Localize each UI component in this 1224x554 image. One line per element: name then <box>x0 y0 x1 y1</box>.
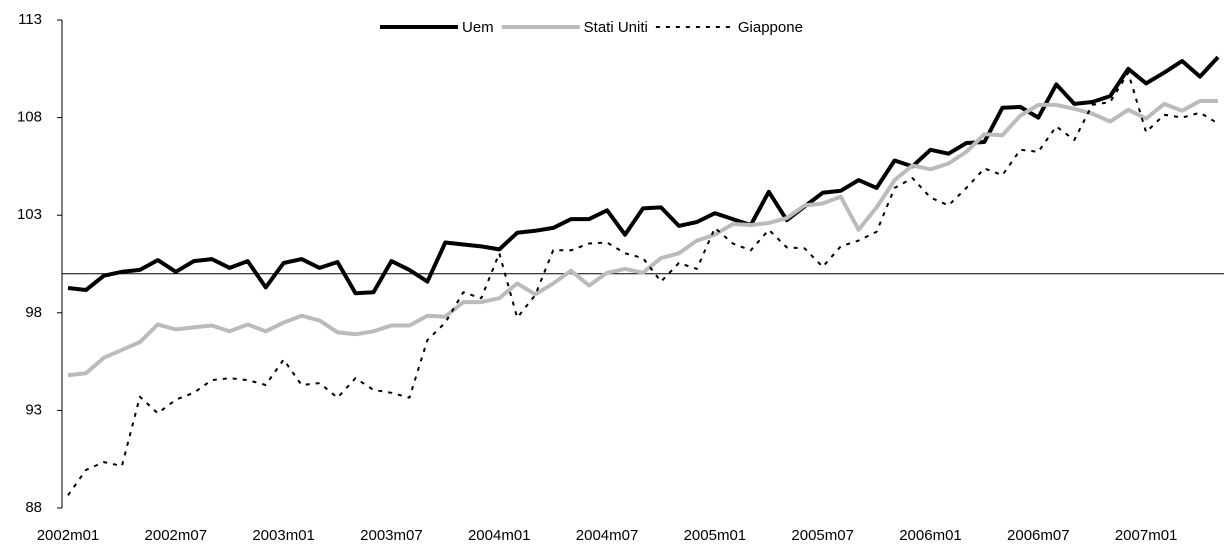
x-tick-label: 2002m01 <box>37 527 100 544</box>
y-tick-label: 108 <box>17 109 42 126</box>
legend-label: Giappone <box>738 19 803 36</box>
x-tick-label: 2005m01 <box>684 527 747 544</box>
y-tick-label: 98 <box>25 304 42 321</box>
legend-label: Stati Uniti <box>584 19 648 36</box>
series-line <box>67 99 1218 378</box>
y-tick-label: 88 <box>25 499 42 516</box>
x-tick-label: 2004m07 <box>576 527 639 544</box>
x-tick-label: 2002m07 <box>145 527 208 544</box>
series-line <box>67 71 1219 496</box>
x-tick-label: 2006m07 <box>1007 527 1070 544</box>
series-line <box>67 55 1220 296</box>
x-tick-label: 2003m07 <box>360 527 423 544</box>
x-tick-label: 2003m01 <box>252 527 315 544</box>
x-tick-label: 2004m01 <box>468 527 531 544</box>
x-tick-label: 2005m07 <box>791 527 854 544</box>
legend-label: Uem <box>462 19 494 36</box>
y-tick-label: 113 <box>18 11 42 28</box>
x-tick-label: 2006m01 <box>899 527 962 544</box>
x-tick-label: 2007m01 <box>1115 527 1178 544</box>
y-tick-label: 93 <box>25 401 42 418</box>
y-tick-label: 103 <box>17 206 42 223</box>
